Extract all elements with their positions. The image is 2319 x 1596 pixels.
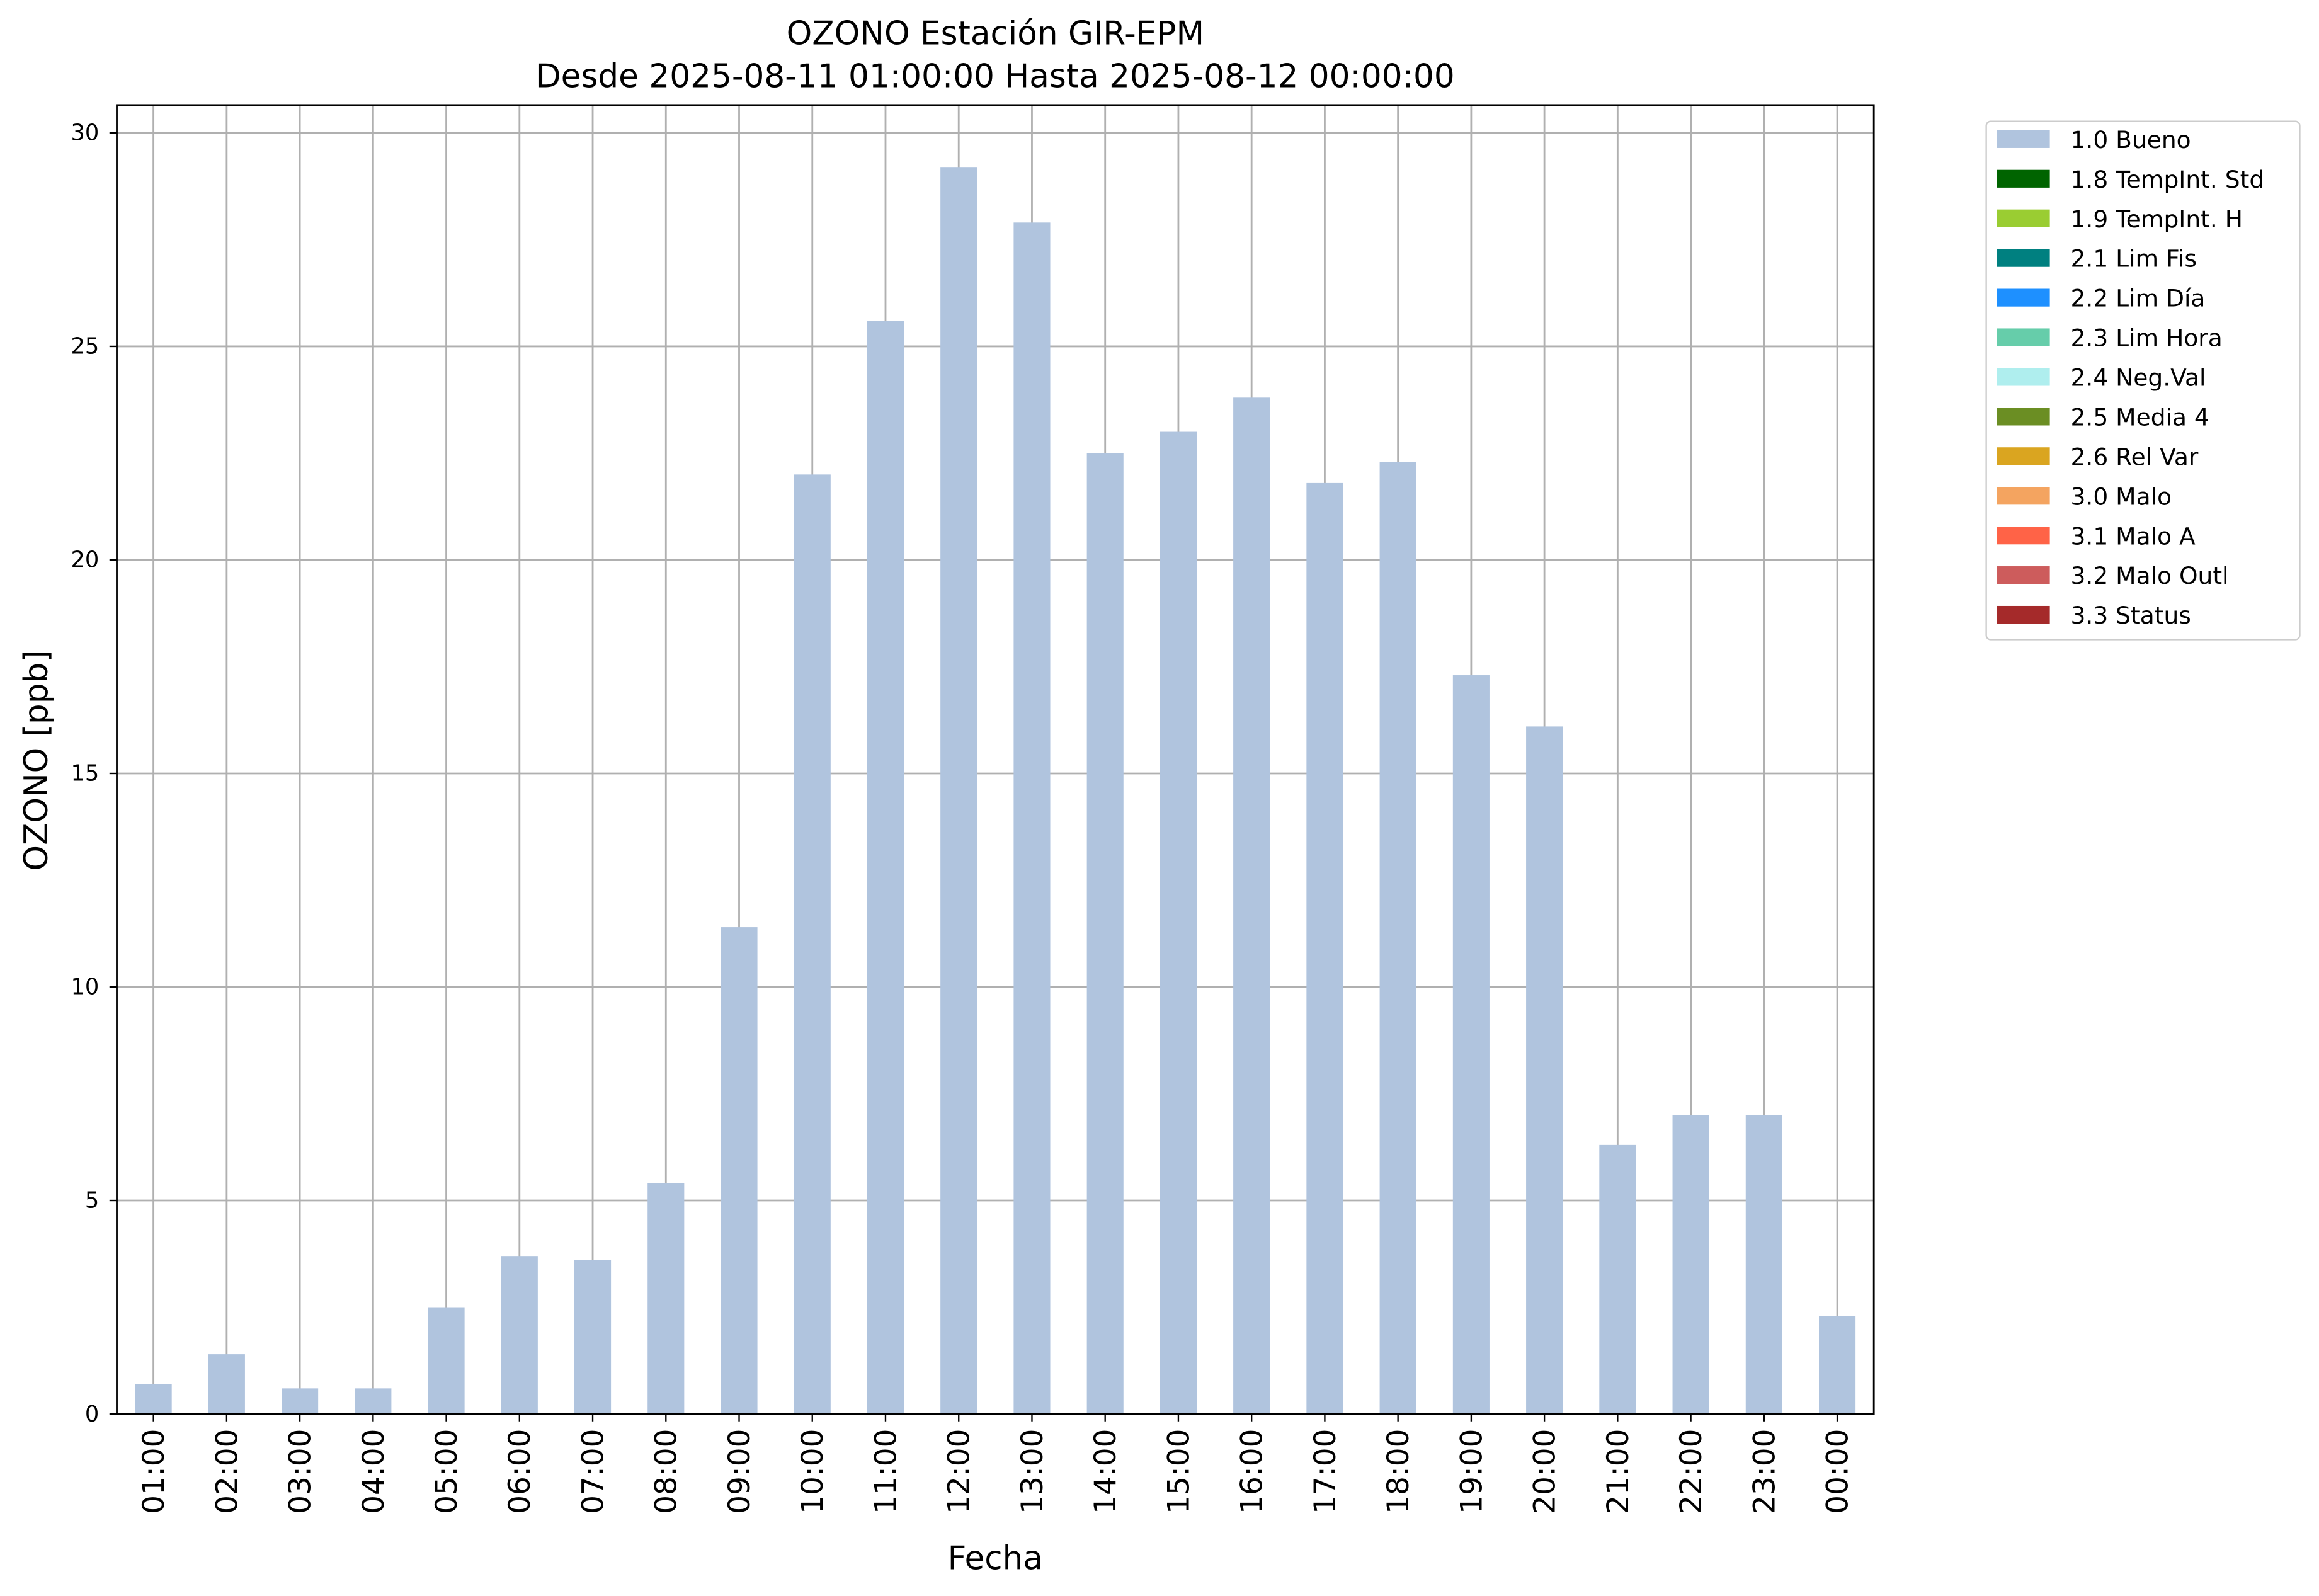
y-tick-label: 0 [85,1401,99,1427]
x-tick-label: 14:00 [1088,1429,1123,1514]
x-tick-label: 03:00 [283,1429,318,1514]
plot-frame [116,104,1875,1415]
bar [647,1183,685,1415]
legend-label: 3.0 Malo [2071,482,2172,510]
y-tick-label: 5 [85,1188,99,1214]
bar [1526,726,1563,1415]
x-tick-label: 12:00 [942,1429,977,1514]
legend-label: 2.1 Lim Fis [2071,245,2197,273]
legend-label: 3.1 Malo A [2071,522,2196,550]
bar [1599,1144,1636,1415]
x-tick-label: 01:00 [137,1429,171,1514]
bar [1306,482,1343,1415]
chart-subtitle: Desde 2025-08-11 01:00:00 Hasta 2025-08-… [536,58,1455,96]
x-tick-label: 11:00 [869,1429,903,1514]
bar [282,1388,319,1415]
legend-swatch [1997,566,2050,584]
y-axis-label: OZONO [ppb] [18,650,55,871]
x-tick-label: 19:00 [1454,1429,1489,1514]
x-tick-label: 15:00 [1161,1429,1196,1514]
bar [574,1260,612,1415]
x-tick-label: 21:00 [1601,1429,1636,1514]
x-tick-label: 23:00 [1747,1429,1782,1514]
bar [721,927,758,1415]
legend-swatch [1997,408,2050,426]
x-tick-label: 13:00 [1015,1429,1050,1514]
x-tick-label: 00:00 [1821,1429,1855,1514]
legend-swatch [1997,328,2050,346]
legend-swatch [1997,487,2050,505]
legend-label: 2.2 Lim Día [2071,285,2206,312]
x-tick-label: 02:00 [210,1429,244,1514]
chart-title: OZONO Estación GIR-EPM [787,15,1204,53]
bar [1819,1316,1856,1415]
legend-swatch [1997,527,2050,545]
x-tick-label: 07:00 [576,1429,610,1514]
legend-label: 2.3 Lim Hora [2071,324,2223,352]
bar [1086,453,1124,1415]
bar [501,1256,538,1415]
legend-label: 3.3 Status [2071,601,2191,629]
x-tick-label: 22:00 [1674,1429,1709,1514]
x-tick-label: 10:00 [795,1429,830,1514]
bar [940,167,977,1415]
x-tick-label: 08:00 [649,1429,684,1514]
bar [355,1388,392,1415]
x-tick-label: 05:00 [430,1429,464,1514]
legend-label: 2.4 Neg.Val [2071,364,2206,392]
y-tick-label: 15 [71,761,100,787]
legend-label: 1.0 Bueno [2071,126,2191,154]
legend-box [1985,120,2301,641]
legend-swatch [1997,288,2050,307]
x-tick-label: 09:00 [722,1429,757,1514]
y-tick-label: 30 [71,120,100,146]
legend-swatch [1997,209,2050,227]
legend-label: 2.5 Media 4 [2071,403,2209,431]
bar [428,1307,465,1415]
y-tick-label: 25 [71,334,100,360]
legend-label: 2.6 Rel Var [2071,443,2199,470]
bar [208,1354,245,1415]
x-tick-label: 06:00 [503,1429,537,1514]
bar [1160,431,1197,1415]
bar [794,474,831,1415]
legend-swatch [1997,447,2050,465]
legend-swatch [1997,605,2050,624]
legend-label: 3.2 Malo Outl [2071,562,2229,590]
legend-swatch [1997,130,2050,148]
bar [1013,222,1051,1415]
legend-swatch [1997,249,2050,267]
bar [1379,462,1416,1415]
x-tick-label: 20:00 [1528,1429,1563,1514]
bar [1745,1115,1782,1415]
y-tick-label: 20 [71,547,100,573]
bar [1672,1115,1709,1415]
x-tick-label: 04:00 [356,1429,391,1514]
legend-label: 1.9 TempInt. H [2071,205,2243,233]
bar [135,1384,172,1415]
bar [867,321,904,1415]
legend-swatch [1997,368,2050,386]
x-tick-label: 16:00 [1235,1429,1270,1514]
x-tick-label: 17:00 [1308,1429,1343,1514]
legend-label: 1.8 TempInt. Std [2071,166,2265,193]
y-tick-label: 10 [71,974,100,1000]
bar [1233,397,1270,1415]
legend-swatch [1997,169,2050,188]
bar [1452,675,1490,1415]
x-axis-label: Fecha [948,1540,1043,1578]
x-tick-label: 18:00 [1381,1429,1416,1514]
